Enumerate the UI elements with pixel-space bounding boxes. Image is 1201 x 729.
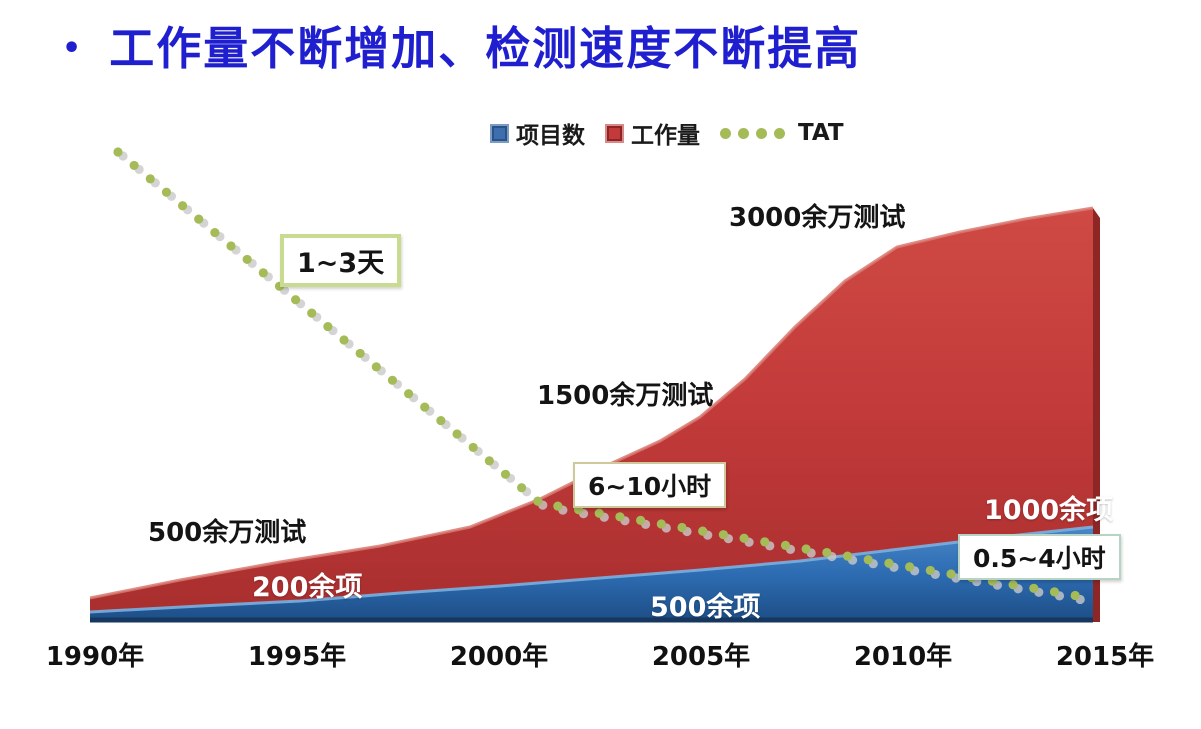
legend-item-projects: 项目数 — [490, 116, 585, 150]
legend-item-tat: TAT — [720, 120, 844, 146]
chart-legend: 项目数 工作量 TAT — [490, 116, 844, 150]
legend-item-workload: 工作量 — [605, 116, 700, 150]
x-tick-1990: 1990年 — [45, 642, 145, 672]
bullet-icon: • — [62, 31, 82, 66]
workload-swatch-icon — [605, 123, 624, 143]
annotation-projects-1000: 1000余项 — [984, 495, 1114, 526]
projects-swatch-icon — [490, 123, 509, 143]
annotation-projects-200: 200余项 — [252, 572, 363, 603]
annotation-projects-500: 500余项 — [650, 592, 761, 623]
x-tick-2015: 2015年 — [1055, 642, 1155, 672]
tat-callout-hours-6-10: 6~10小时 — [573, 462, 727, 508]
legend-label-tat: TAT — [798, 120, 844, 146]
x-tick-2005: 2005年 — [651, 642, 751, 672]
slide-title-row: • 工作量不断增加、检测速度不断提高 — [62, 22, 861, 76]
annotation-tests-500: 500余万测试 — [148, 518, 307, 548]
annotation-tests-3000: 3000余万测试 — [729, 203, 906, 233]
legend-label-workload: 工作量 — [631, 123, 700, 149]
tat-callout-days: 1~3天 — [280, 234, 402, 287]
tat-callout-hours-05-4: 0.5~4小时 — [958, 534, 1121, 580]
tat-dots-icon — [720, 127, 785, 139]
page-title: 工作量不断增加、检测速度不断提高 — [109, 22, 862, 75]
x-tick-2000: 2000年 — [449, 642, 549, 672]
x-tick-1995: 1995年 — [247, 642, 347, 672]
x-tick-2010: 2010年 — [853, 642, 953, 672]
annotation-tests-1500: 1500余万测试 — [537, 381, 714, 411]
legend-label-projects: 项目数 — [516, 123, 585, 149]
